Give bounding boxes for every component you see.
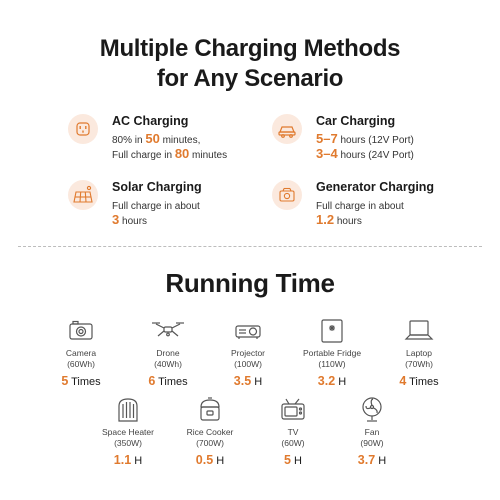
- method-detail-1: 80% in 50 minutes,: [112, 131, 201, 147]
- device-laptop: Laptop (70Wh) 4 Times: [374, 316, 464, 388]
- ac-outlet-icon: [68, 114, 98, 144]
- car-icon: [272, 114, 302, 144]
- section-divider: [18, 246, 482, 247]
- device-space-heater: Space Heater (350W) 1.1 H: [83, 395, 173, 467]
- method-title: Car Charging: [316, 114, 396, 128]
- generator-icon: [272, 180, 302, 210]
- laptop-icon: [399, 316, 439, 346]
- rice-cooker-icon: [190, 395, 230, 425]
- method-detail-2: Full charge in 80 minutes: [112, 146, 228, 162]
- device-tv: TV (60W) 5 H: [248, 395, 338, 467]
- method-detail-1: Full charge in about: [112, 201, 200, 212]
- device-drone: Drone (40Wh) 6 Times: [123, 316, 213, 388]
- heater-icon: [108, 395, 148, 425]
- tv-icon: [273, 395, 313, 425]
- projector-icon: [228, 316, 268, 346]
- device-camera: Camera (60Wh) 5 Times: [36, 316, 126, 388]
- device-rice-cooker: Rice Cooker (700W) 0.5 H: [165, 395, 255, 467]
- method-title: Generator Charging: [316, 180, 435, 194]
- method-title: Solar Charging: [112, 180, 202, 194]
- method-detail-2: 3 hours: [112, 212, 148, 228]
- headline-line-1: Multiple Charging Methods: [99, 35, 401, 62]
- method-solar-charging: Solar Charging Full charge in about 3 ho…: [68, 180, 268, 240]
- method-detail-2: 3–4 hours (24V Port): [316, 146, 414, 162]
- headline-line-2: for Any Scenario: [156, 65, 344, 92]
- method-ac-charging: AC Charging 80% in 50 minutes, Full char…: [68, 114, 268, 174]
- fridge-icon: [312, 316, 352, 346]
- method-detail-1: Full charge in about: [316, 201, 404, 212]
- method-detail-1: 5–7 hours (12V Port): [316, 131, 414, 147]
- drone-icon: [148, 316, 188, 346]
- device-fan: Fan (90W) 3.7 H: [327, 395, 417, 467]
- method-generator-charging: Generator Charging Full charge in about …: [272, 180, 472, 240]
- method-title: AC Charging: [112, 114, 189, 128]
- method-car-charging: Car Charging 5–7 hours (12V Port) 3–4 ho…: [272, 114, 472, 174]
- solar-panel-icon: [68, 180, 98, 210]
- fan-icon: [352, 395, 392, 425]
- device-portable-fridge: Portable Fridge (110W) 3.2 H: [287, 316, 377, 388]
- camera-icon: [61, 316, 101, 346]
- method-detail-2: 1.2 hours: [316, 212, 362, 228]
- running-time-title: Running Time: [165, 268, 335, 298]
- device-projector: Projector (100W) 3.5 H: [203, 316, 293, 388]
